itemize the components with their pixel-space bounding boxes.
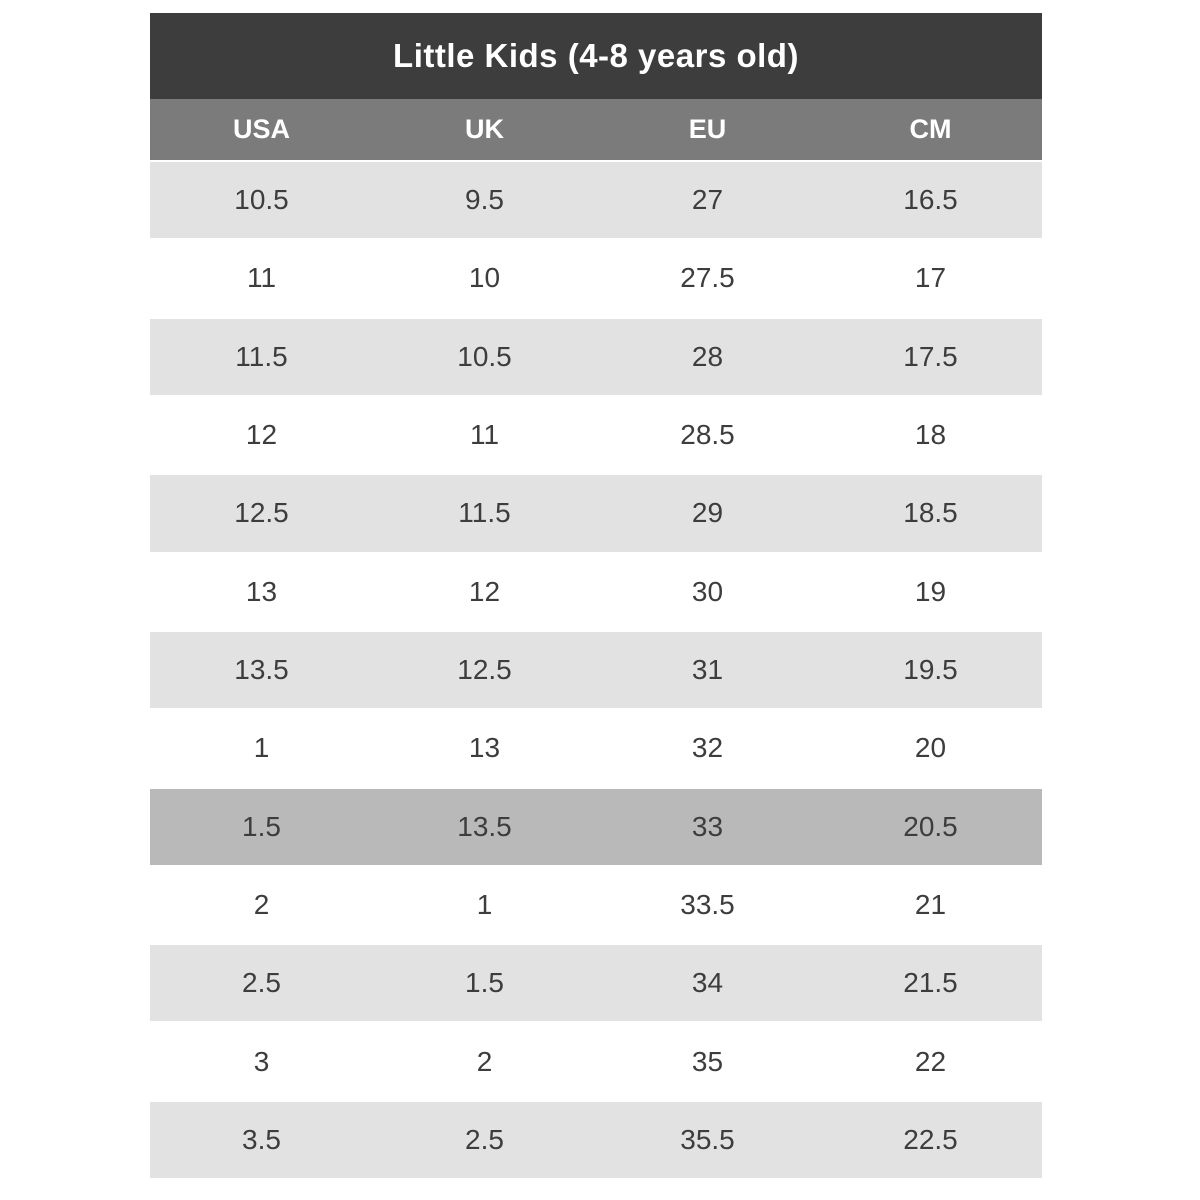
table-row: 2.5 1.5 34 21.5 xyxy=(150,943,1042,1022)
table-cell: 2 xyxy=(253,888,270,920)
table-cell: 11.5 xyxy=(235,340,288,372)
table-cell: 3.5 xyxy=(242,1123,281,1155)
table-cell: 9.5 xyxy=(465,184,504,216)
table-cell: 32 xyxy=(691,732,724,764)
table-cell: 17 xyxy=(914,262,947,294)
table-cell: 29 xyxy=(691,497,724,529)
table-cell: 11 xyxy=(246,262,277,294)
column-header-uk: UK xyxy=(465,114,504,144)
table-cell: 19 xyxy=(914,575,947,607)
table-cell: 22 xyxy=(914,1045,947,1077)
table-cell: 17.5 xyxy=(903,340,958,372)
table-row: 12.5 11.5 29 18.5 xyxy=(150,473,1042,552)
table-cell: 33.5 xyxy=(680,888,735,920)
table-cell: 2 xyxy=(476,1045,493,1077)
table-cell: 35.5 xyxy=(680,1123,735,1155)
table-cell: 33 xyxy=(691,810,724,842)
table-row: 1.5 13.5 33 20.5 xyxy=(150,786,1042,865)
table-cell: 2.5 xyxy=(465,1123,504,1155)
table-cell: 27 xyxy=(691,184,724,216)
table-cell: 20 xyxy=(914,732,947,764)
table-cell: 31 xyxy=(691,654,724,686)
table-cell: 19.5 xyxy=(903,654,958,686)
table-cell: 21 xyxy=(914,888,947,920)
column-header-usa: USA xyxy=(232,114,290,144)
table-row: 11 10 27.5 17 xyxy=(150,238,1042,317)
table-row: 3.5 2.5 35.5 22.5 xyxy=(150,1099,1042,1179)
table-row: 11.5 10.5 28 17.5 xyxy=(150,316,1042,395)
table-cell: 18.5 xyxy=(903,497,958,529)
table-cell: 11 xyxy=(469,419,500,451)
column-header-eu: EU xyxy=(688,114,727,144)
table-row: 13 12 30 19 xyxy=(150,551,1042,630)
table-cell: 30 xyxy=(691,575,724,607)
table-cell: 1 xyxy=(476,888,493,920)
table-cell: 16.5 xyxy=(903,184,958,216)
table-cell: 12 xyxy=(245,419,278,451)
table-cell: 3 xyxy=(253,1045,270,1077)
table-cell: 13.5 xyxy=(457,810,512,842)
table-row: 12 11 28.5 18 xyxy=(150,394,1042,474)
table-cell: 35 xyxy=(691,1045,724,1077)
column-header-cm: CM xyxy=(909,114,952,144)
size-chart-table: Little Kids (4-8 years old) USA UK EU CM… xyxy=(150,13,1042,1179)
table-cell: 34 xyxy=(691,967,724,999)
table-cell: 12 xyxy=(468,575,501,607)
table-cell: 10.5 xyxy=(457,340,512,372)
table-row: 13.5 12.5 31 19.5 xyxy=(150,629,1042,709)
table-cell: 12.5 xyxy=(457,654,512,686)
table-row: 1 13 32 20 xyxy=(150,708,1042,787)
table-cell: 12.5 xyxy=(234,497,289,529)
table-body: 10.5 9.5 27 16.5 11 10 27.5 17 11.5 10.5 28 17.5 12 1… xyxy=(150,160,1042,1179)
table-cell: 1.5 xyxy=(465,967,504,999)
table-cell: 10 xyxy=(468,262,501,294)
table-cell: 13.5 xyxy=(234,654,289,686)
table-cell: 13 xyxy=(468,732,501,764)
table-header-row: USA UK EU CM xyxy=(150,99,1042,160)
table-cell: 1 xyxy=(253,732,270,764)
table-cell: 18 xyxy=(914,419,947,451)
table-title: Little Kids (4-8 years old) xyxy=(150,13,1042,99)
table-cell: 13 xyxy=(245,575,278,607)
table-cell: 21.5 xyxy=(903,967,958,999)
table-cell: 28.5 xyxy=(680,419,735,451)
table-row: 3 2 35 22 xyxy=(150,1021,1042,1100)
table-cell: 28 xyxy=(691,340,724,372)
table-row: 10.5 9.5 27 16.5 xyxy=(150,160,1042,239)
table-row: 2 1 33.5 21 xyxy=(150,864,1042,944)
table-cell: 1.5 xyxy=(242,810,281,842)
table-cell: 10.5 xyxy=(234,184,289,216)
table-cell: 22.5 xyxy=(903,1123,958,1155)
table-cell: 11.5 xyxy=(458,497,511,529)
table-cell: 2.5 xyxy=(242,967,281,999)
table-cell: 27.5 xyxy=(680,262,735,294)
table-cell: 20.5 xyxy=(903,810,958,842)
